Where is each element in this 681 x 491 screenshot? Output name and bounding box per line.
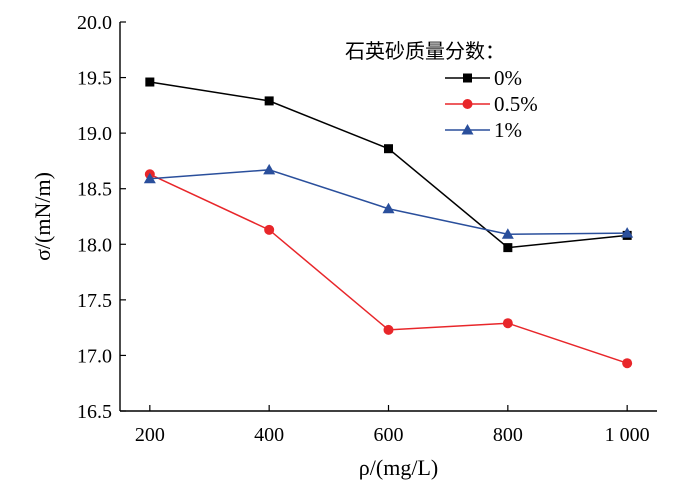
y-tick-label: 18.0 [77,234,112,256]
series-group [143,77,634,369]
x-tick-label: 800 [493,424,523,446]
legend: 石英砂质量分数： 0%0.5%1% [345,39,538,142]
y-tick-label: 19.0 [77,123,112,145]
data-point-triangle [263,163,276,175]
series-triangle [143,163,634,239]
data-point-square [463,73,472,83]
x-tick-label: 400 [254,424,284,446]
data-point-triangle [461,124,474,135]
y-ticks: 16.5 17.0 17.5 18.0 18.5 19.0 19.5 20.0 [77,12,126,423]
y-tick-label: 18.5 [77,179,112,201]
legend-item: 1% [445,118,522,142]
x-ticks: 200 400 600 800 1 000 [135,405,650,446]
data-point-triangle [621,227,634,238]
y-axis-title: σ/(mN/m) [30,172,55,261]
series-line [149,173,628,364]
data-point-square [384,144,393,154]
x-tick-label: 200 [135,424,165,446]
data-point-square [145,77,155,87]
legend-label: 0.5% [494,92,538,116]
y-tick-label: 19.5 [77,68,112,90]
legend-title: 石英砂质量分数： [345,39,505,63]
data-point-square [503,243,513,253]
series-circle [144,169,633,369]
data-point-circle [264,224,275,235]
data-point-triangle [501,228,514,239]
data-point-circle [383,324,394,335]
y-tick-label: 16.5 [77,401,112,423]
legend-item: 0.5% [445,92,538,116]
data-point-circle [462,99,473,109]
y-tick-label: 20.0 [77,12,112,34]
series-line [149,81,628,249]
x-tick-label: 600 [374,424,404,446]
y-tick-label: 17.0 [77,345,112,367]
data-point-circle [622,358,633,369]
y-tick-label: 17.5 [77,290,112,312]
data-point-triangle [382,202,395,214]
legend-label: 1% [494,118,522,142]
legend-label: 0% [494,66,522,90]
legend-item: 0% [445,66,522,90]
data-point-square [264,96,274,106]
axes [119,22,657,412]
x-tick-label: 1 000 [605,424,650,446]
series-line [149,169,628,236]
x-axis-title: ρ/(mg/L) [359,455,438,480]
data-point-triangle [143,172,156,184]
data-point-circle [502,318,513,329]
series-square [145,77,632,253]
